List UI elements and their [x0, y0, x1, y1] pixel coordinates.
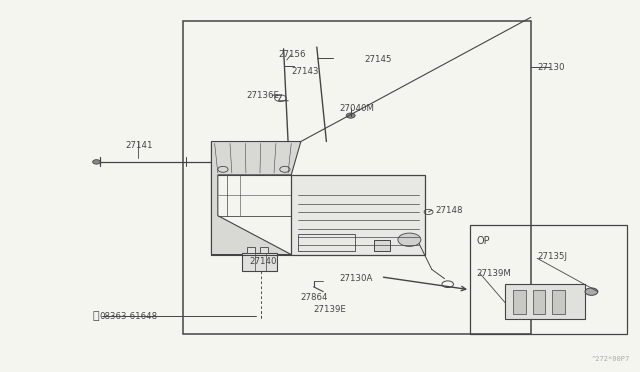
Circle shape: [93, 160, 100, 164]
Bar: [532, 290, 545, 314]
Circle shape: [398, 233, 421, 246]
Bar: [298, 234, 355, 251]
Text: 27143: 27143: [291, 67, 319, 76]
Text: 27135J: 27135J: [537, 252, 567, 261]
Text: 27139M: 27139M: [476, 269, 511, 278]
Bar: [291, 175, 426, 254]
Bar: [552, 290, 564, 314]
Text: 27040M: 27040M: [339, 104, 374, 113]
Bar: [513, 290, 526, 314]
Text: 27130: 27130: [537, 63, 564, 72]
Text: OP: OP: [476, 236, 490, 246]
Text: 27148: 27148: [435, 206, 463, 215]
Text: 27864: 27864: [301, 293, 328, 302]
Text: 27141: 27141: [125, 141, 153, 150]
Circle shape: [346, 113, 355, 118]
Text: 27140: 27140: [250, 257, 277, 266]
Bar: [374, 240, 390, 251]
Text: 27145: 27145: [365, 55, 392, 64]
Bar: [242, 253, 277, 271]
Text: 27136E: 27136E: [246, 91, 280, 100]
Text: 08363-61648: 08363-61648: [100, 312, 158, 321]
Bar: [182, 21, 531, 334]
Bar: [247, 247, 255, 253]
Bar: [260, 247, 268, 253]
Text: 27156: 27156: [278, 50, 306, 59]
Text: ^272*00P7: ^272*00P7: [591, 356, 630, 362]
Text: 27130A: 27130A: [339, 274, 372, 283]
Bar: [470, 225, 627, 334]
Text: 27139E: 27139E: [314, 305, 346, 314]
Bar: [505, 284, 585, 320]
Polygon shape: [211, 141, 301, 254]
Text: Ⓢ: Ⓢ: [93, 311, 99, 321]
Circle shape: [585, 288, 598, 295]
